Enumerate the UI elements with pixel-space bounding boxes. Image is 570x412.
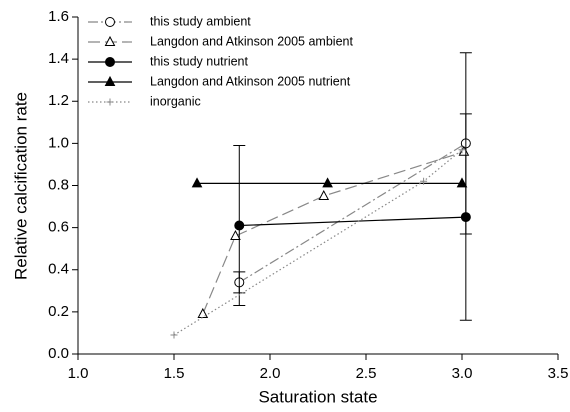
legend-label: Langdon and Atkinson 2005 ambient (150, 34, 353, 48)
x-tick-label: 2.5 (356, 365, 377, 382)
series-line (202, 151, 465, 315)
y-tick-label: 0.0 (48, 345, 69, 362)
marker (420, 177, 428, 185)
y-tick-label: 0.8 (48, 176, 69, 193)
y-tick-label: 0.4 (48, 261, 69, 278)
series (191, 177, 468, 188)
marker (105, 57, 115, 67)
x-tick-label: 2.0 (260, 365, 281, 382)
marker (456, 177, 468, 188)
y-tick-label: 0.6 (48, 219, 69, 236)
x-tick-label: 1.0 (68, 365, 89, 382)
legend-label: inorganic (150, 94, 201, 108)
y-tick-label: 1.4 (48, 50, 69, 67)
marker (106, 98, 114, 106)
marker (197, 307, 209, 318)
series (233, 113, 472, 321)
marker (104, 35, 116, 46)
series (233, 52, 472, 294)
marker (460, 212, 471, 223)
y-tick-label: 0.2 (48, 303, 69, 320)
marker (322, 177, 333, 188)
marker (234, 220, 245, 231)
x-tick-label: 3.5 (548, 365, 569, 382)
marker (458, 146, 466, 154)
y-tick-label: 1.6 (48, 8, 69, 25)
marker (191, 177, 203, 188)
series (170, 146, 466, 339)
x-tick-label: 1.5 (164, 365, 185, 382)
legend-label: this study nutrient (150, 54, 248, 68)
marker (170, 331, 178, 339)
x-axis-label: Saturation state (258, 387, 377, 406)
series-line (173, 149, 463, 336)
series-line (239, 216, 466, 227)
y-axis-label: Relative calcification rate (11, 92, 30, 280)
y-tick-label: 1.2 (48, 92, 69, 109)
marker (104, 75, 116, 86)
legend-label: this study ambient (150, 14, 251, 28)
x-tick-label: 3.0 (452, 365, 473, 382)
marker (230, 229, 241, 241)
legend-label: Langdon and Atkinson 2005 nutrient (150, 74, 351, 88)
series-line (238, 142, 467, 283)
y-tick-label: 1.0 (48, 134, 69, 151)
marker (105, 17, 115, 27)
marker (318, 189, 330, 201)
